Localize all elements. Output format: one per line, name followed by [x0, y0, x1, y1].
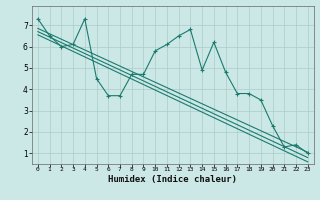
- X-axis label: Humidex (Indice chaleur): Humidex (Indice chaleur): [108, 175, 237, 184]
